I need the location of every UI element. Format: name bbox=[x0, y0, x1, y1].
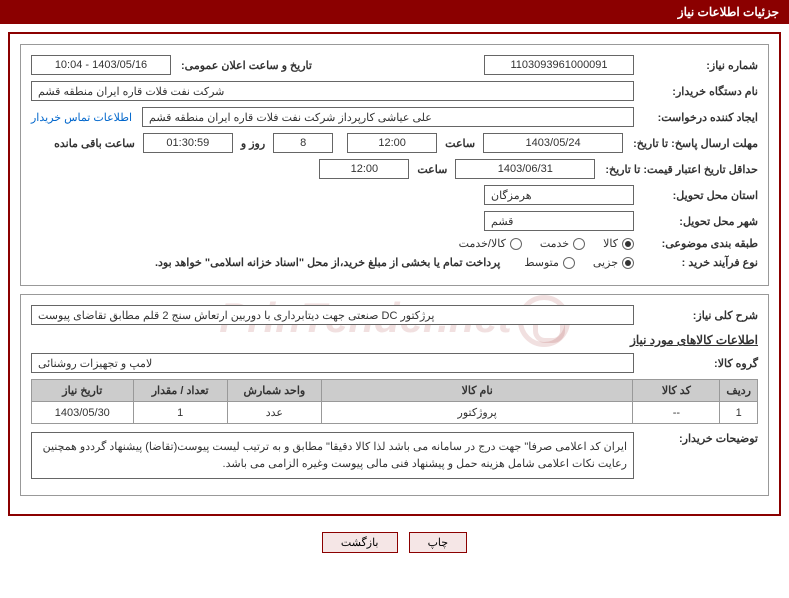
requester-field: علی عیاشی کارپرداز شرکت نفت فلات قاره ای… bbox=[142, 107, 634, 127]
table-cell: 1 bbox=[720, 402, 758, 424]
price-valid-label: حداقل تاریخ اعتبار قیمت: تا تاریخ: bbox=[599, 163, 758, 176]
requester-label: ایجاد کننده درخواست: bbox=[638, 111, 758, 124]
description-panel: شرح کلی نیاز: پرژکتور DC صنعتی جهت دیتاب… bbox=[20, 294, 769, 496]
table-row: 1--پروژکتورعدد11403/05/30 bbox=[32, 402, 758, 424]
table-cell: -- bbox=[633, 402, 720, 424]
need-no-label: شماره نیاز: bbox=[638, 59, 758, 72]
product-group-label: گروه کالا: bbox=[638, 357, 758, 370]
table-cell: 1403/05/30 bbox=[32, 402, 134, 424]
hour-label-2: ساعت bbox=[417, 163, 447, 176]
payment-note: پرداخت تمام یا بخشی از مبلغ خرید،از محل … bbox=[31, 256, 500, 269]
city-label: شهر محل تحویل: bbox=[638, 215, 758, 228]
details-panel: شماره نیاز: 1103093961000091 تاریخ و ساع… bbox=[20, 44, 769, 286]
respond-until-label: مهلت ارسال پاسخ: تا تاریخ: bbox=[627, 137, 758, 150]
buyer-notes-label: توضیحات خریدار: bbox=[638, 432, 758, 445]
page-title: جزئیات اطلاعات نیاز bbox=[0, 0, 789, 24]
category-label: طبقه بندی موضوعی: bbox=[638, 237, 758, 250]
items-info-title: اطلاعات کالاهای مورد نیاز bbox=[31, 333, 758, 347]
print-button[interactable]: چاپ bbox=[409, 532, 468, 553]
radio-service[interactable]: خدمت bbox=[540, 237, 585, 250]
province-label: استان محل تحویل: bbox=[638, 189, 758, 202]
announce-dt-label: تاریخ و ساعت اعلان عمومی: bbox=[175, 59, 312, 72]
valid-date-field: 1403/06/31 bbox=[455, 159, 595, 179]
table-header: واحد شمارش bbox=[227, 380, 321, 402]
table-header: تاریخ نیاز bbox=[32, 380, 134, 402]
buyer-org-label: نام دستگاه خریدار: bbox=[638, 85, 758, 98]
need-no-field: 1103093961000091 bbox=[484, 55, 634, 75]
overall-desc-field: پرژکتور DC صنعتی جهت دیتابرداری با دوربی… bbox=[31, 305, 634, 325]
purchase-type-label: نوع فرآیند خرید : bbox=[638, 256, 758, 269]
respond-time-field: 12:00 bbox=[347, 133, 437, 153]
days-and-label: روز و bbox=[241, 137, 265, 150]
purchase-radio-group: جزیی متوسط bbox=[524, 256, 634, 269]
days-left-field: 8 bbox=[273, 133, 333, 153]
radio-minor[interactable]: جزیی bbox=[593, 256, 634, 269]
overall-desc-label: شرح کلی نیاز: bbox=[638, 309, 758, 322]
buyer-org-field: شرکت نفت فلات قاره ایران منطقه قشم bbox=[31, 81, 634, 101]
radio-medium[interactable]: متوسط bbox=[524, 256, 575, 269]
province-field: هرمزگان bbox=[484, 185, 634, 205]
radio-goods[interactable]: کالا bbox=[603, 237, 634, 250]
items-table: ردیفکد کالانام کالاواحد شمارشتعداد / مقد… bbox=[31, 379, 758, 424]
city-field: قشم bbox=[484, 211, 634, 231]
buyer-notes-field: ایران کد اعلامی صرفا" جهت درج در سامانه … bbox=[31, 432, 634, 479]
product-group-field: لامپ و تجهیزات روشنائی bbox=[31, 353, 634, 373]
contact-link[interactable]: اطلاعات تماس خریدار bbox=[31, 111, 132, 124]
category-radio-group: کالا خدمت کالا/خدمت bbox=[459, 237, 634, 250]
remaining-label: ساعت باقی مانده bbox=[54, 137, 135, 150]
announce-dt-field: 1403/05/16 - 10:04 bbox=[31, 55, 171, 75]
table-cell: پروژکتور bbox=[322, 402, 633, 424]
table-cell: 1 bbox=[133, 402, 227, 424]
table-cell: عدد bbox=[227, 402, 321, 424]
table-header: کد کالا bbox=[633, 380, 720, 402]
respond-date-field: 1403/05/24 bbox=[483, 133, 623, 153]
table-header: ردیف bbox=[720, 380, 758, 402]
table-header: تعداد / مقدار bbox=[133, 380, 227, 402]
back-button[interactable]: بازگشت bbox=[322, 532, 398, 553]
table-header: نام کالا bbox=[322, 380, 633, 402]
time-left-field: 01:30:59 bbox=[143, 133, 233, 153]
valid-time-field: 12:00 bbox=[319, 159, 409, 179]
radio-goods-service[interactable]: کالا/خدمت bbox=[459, 237, 522, 250]
hour-label-1: ساعت bbox=[445, 137, 475, 150]
